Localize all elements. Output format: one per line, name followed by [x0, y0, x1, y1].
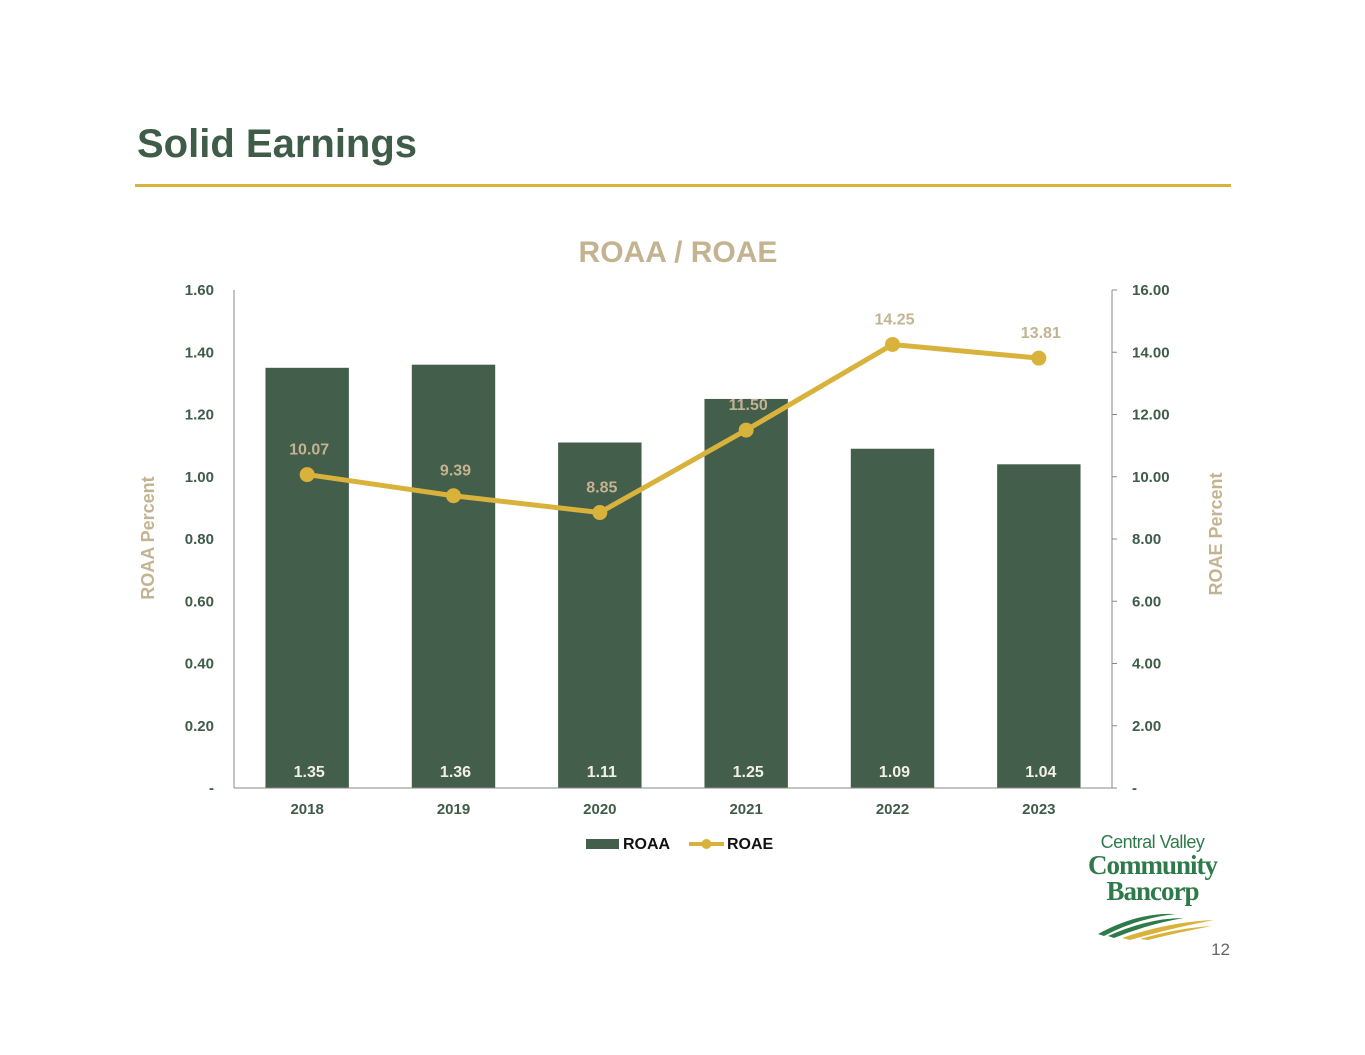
x-axis-ticks: 2018 2019 2020 2021 2022 2023: [290, 801, 1055, 818]
roaa-bar-2021: [704, 398, 788, 788]
x-axis-tick-2018: 2018: [290, 801, 323, 818]
logo-line-1: Central Valley: [1100, 832, 1205, 852]
left-axis-ticks: - 0.20 0.40 0.60 0.80 1.00 1.20 1.40 1.60: [185, 282, 214, 797]
roaa-bar-2023: [997, 464, 1081, 788]
roae-line: [306, 341, 1040, 516]
legend-roaa-label: ROAA: [623, 836, 671, 853]
right-axis-tick-8: 16.00: [1132, 282, 1170, 299]
roaa-bar-2022: [850, 448, 935, 788]
roaa-bar-label-2021: 1.25: [733, 764, 764, 781]
roaa-bar-label-2023: 1.04: [1025, 764, 1056, 781]
right-axis-tick-4: 8.00: [1132, 531, 1161, 548]
right-axis-tick-7: 14.00: [1132, 344, 1170, 361]
roae-point-2022: [885, 336, 900, 352]
roae-point-2023: [1031, 350, 1047, 366]
page-title: Solid Earnings: [137, 122, 418, 166]
roae-point-label-2019: 9.39: [440, 463, 471, 480]
roaa-bar-label-2020: 1.11: [587, 764, 617, 781]
roaa-bar-label-2019: 1.36: [440, 764, 471, 781]
right-axis-tick-3: 6.00: [1132, 593, 1161, 610]
roae-line-layer: [299, 336, 1047, 521]
x-axis-tick-2023: 2023: [1022, 801, 1055, 818]
left-axis-title: ROAA Percent: [138, 476, 158, 599]
roae-point-labels: 10.07 9.39 8.85 11.50 14.25 13.81: [289, 311, 1061, 496]
roaa-bar-labels: 1.35 1.36 1.11 1.25 1.09 1.04: [294, 764, 1057, 781]
logo-line-3: Bancorp: [1106, 876, 1199, 906]
page-number: 12: [1211, 940, 1230, 959]
x-axis-tick-2021: 2021: [729, 801, 762, 818]
roae-point-2021: [738, 422, 754, 438]
logo-fields-icon: [1097, 913, 1214, 940]
right-axis-tick-1: 2.00: [1132, 718, 1161, 735]
company-logo: Central Valley Community Bancorp: [1080, 832, 1225, 940]
logo-line-2: Community: [1087, 850, 1218, 880]
right-axis-tick-0: -: [1132, 780, 1137, 797]
roae-point-label-2020: 8.85: [586, 480, 617, 497]
roaa-bar-2020: [558, 442, 642, 788]
roaa-bar-label-2018: 1.35: [294, 764, 325, 781]
roaa-bars: [265, 364, 1081, 788]
right-axis-tick-2: 4.00: [1132, 656, 1161, 673]
roae-point-label-2021: 11.50: [729, 397, 768, 414]
left-axis-tick-5: 1.00: [185, 469, 214, 486]
left-axis-tick-8: 1.60: [185, 282, 214, 299]
right-axis-tick-5: 10.00: [1132, 469, 1170, 486]
legend-roae-label: ROAE: [727, 836, 774, 853]
right-axis-tick-6: 12.00: [1132, 407, 1170, 424]
roae-point-label-2018: 10.07: [289, 442, 329, 459]
right-axis-title: ROAE Percent: [1206, 472, 1226, 595]
roaa-bar-label-2022: 1.09: [879, 764, 910, 781]
chart-axes: [233, 290, 1113, 789]
chart-title: ROAA / ROAE: [579, 236, 778, 269]
title-divider: [135, 184, 1231, 187]
left-axis-tick-6: 1.20: [185, 407, 214, 424]
roaa-bar-2018: [265, 367, 349, 788]
roae-point-2020: [592, 505, 608, 521]
x-axis-tick-2019: 2019: [437, 801, 470, 818]
left-axis-tick-4: 0.80: [185, 531, 214, 548]
roae-point-label-2022: 14.25: [874, 311, 914, 328]
roae-point-2019: [446, 488, 461, 504]
left-axis-tick-0: -: [209, 780, 214, 797]
left-axis-tick-1: 0.20: [185, 718, 214, 735]
roae-point-label-2023: 13.81: [1021, 325, 1061, 342]
roae-point-2018: [299, 467, 315, 483]
legend-roae-marker: [701, 839, 712, 849]
left-axis-tick-2: 0.40: [185, 656, 214, 673]
roaa-bar-2019: [411, 364, 496, 788]
x-axis-tick-2022: 2022: [876, 801, 909, 818]
x-axis-tick-2020: 2020: [583, 801, 616, 818]
right-axis-ticks: - 2.00 4.00 6.00 8.00 10.00 12.00 14.00 16.00: [1112, 282, 1170, 797]
legend-roaa-swatch: [586, 839, 619, 849]
left-axis-tick-3: 0.60: [185, 593, 214, 610]
left-axis-tick-7: 1.40: [185, 344, 214, 361]
chart-legend: ROAA ROAE: [586, 836, 774, 853]
